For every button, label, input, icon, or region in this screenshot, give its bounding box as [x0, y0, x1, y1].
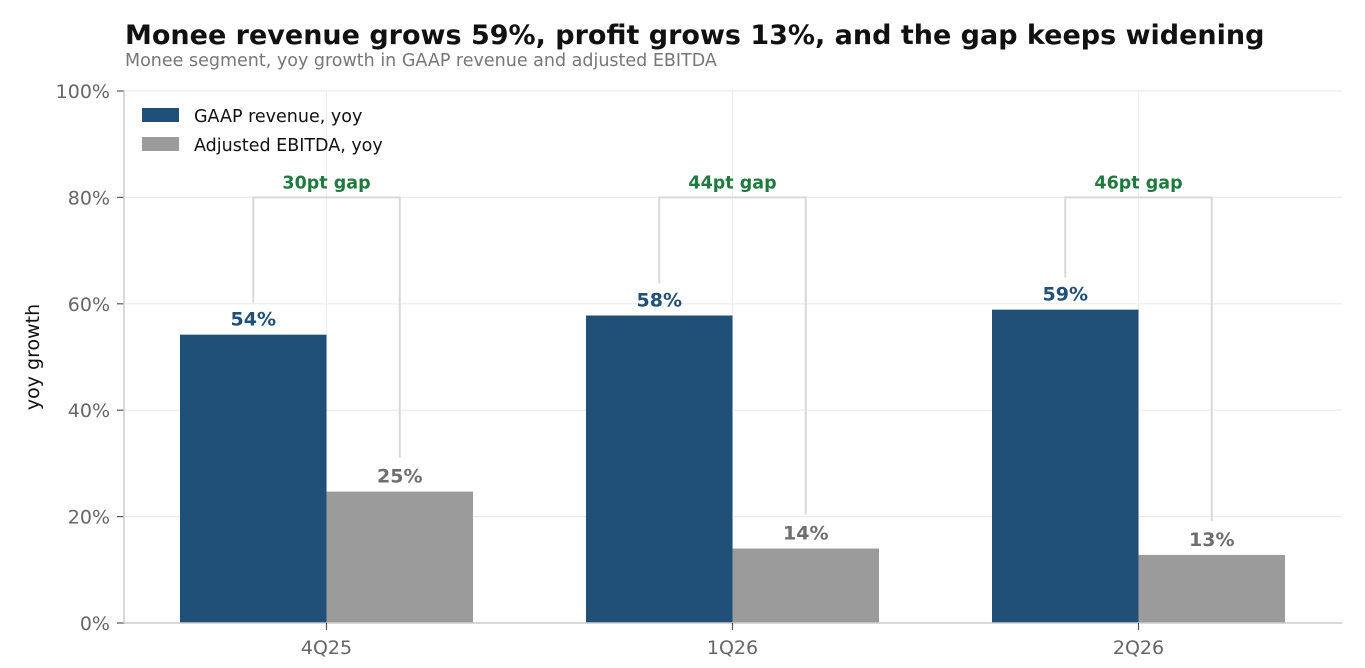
gap-bracket [1064, 196, 1213, 521]
gap-label: 44pt gap [688, 173, 776, 193]
bar-adjusted-ebitda [1138, 554, 1285, 623]
axes: 0% 20% 40% 60% 80% 100% 4Q25 1Q26 2Q26 [56, 81, 1342, 659]
bar-labels: 54% 58% 59% 25% 14% 13% [231, 284, 1235, 551]
legend: GAAP revenue, yoy Adjusted EBITDA, yoy [142, 107, 383, 156]
chart-title: Monee revenue grows 59%, profit grows 13… [125, 20, 1264, 51]
y-tick-label: 40% [68, 400, 110, 422]
y-tick-label: 0% [80, 613, 110, 635]
y-tick-label: 60% [68, 294, 110, 316]
bars [180, 309, 1285, 623]
bar-gaap-revenue [586, 315, 733, 623]
legend-label-gaap-revenue: GAAP revenue, yoy [194, 107, 362, 127]
bar-adjusted-ebitda [732, 548, 879, 623]
bar-value-label: 13% [1189, 529, 1234, 551]
legend-label-adjusted-ebitda: Adjusted EBITDA, yoy [194, 136, 383, 156]
bar-gaap-revenue [180, 334, 327, 623]
y-tick-label: 100% [56, 81, 110, 103]
gap-bracket [658, 196, 807, 515]
gap-label: 30pt gap [282, 173, 370, 193]
bar-value-label: 58% [637, 290, 682, 312]
chart-subtitle: Monee segment, yoy growth in GAAP revenu… [125, 51, 717, 71]
y-axis-label: yoy growth [22, 304, 44, 410]
gap-annotations: 30pt gap 44pt gap 46pt gap [252, 173, 1213, 521]
x-tick-label: 1Q26 [707, 637, 758, 659]
bar-adjusted-ebitda [326, 491, 473, 623]
legend-swatch-adjusted-ebitda [142, 137, 179, 151]
gap-bracket [252, 196, 401, 458]
x-tick-label: 2Q26 [1113, 637, 1164, 659]
bar-value-label: 25% [377, 466, 422, 488]
bar-value-label: 54% [231, 309, 276, 331]
y-tick-label: 20% [68, 507, 110, 529]
x-tick-label: 4Q25 [301, 637, 352, 659]
bar-value-label: 14% [783, 523, 828, 545]
bar-gaap-revenue [992, 309, 1139, 623]
gap-label: 46pt gap [1094, 173, 1182, 193]
bar-value-label: 59% [1043, 284, 1088, 306]
y-tick-label: 80% [68, 187, 110, 209]
legend-swatch-gaap-revenue [142, 108, 179, 122]
